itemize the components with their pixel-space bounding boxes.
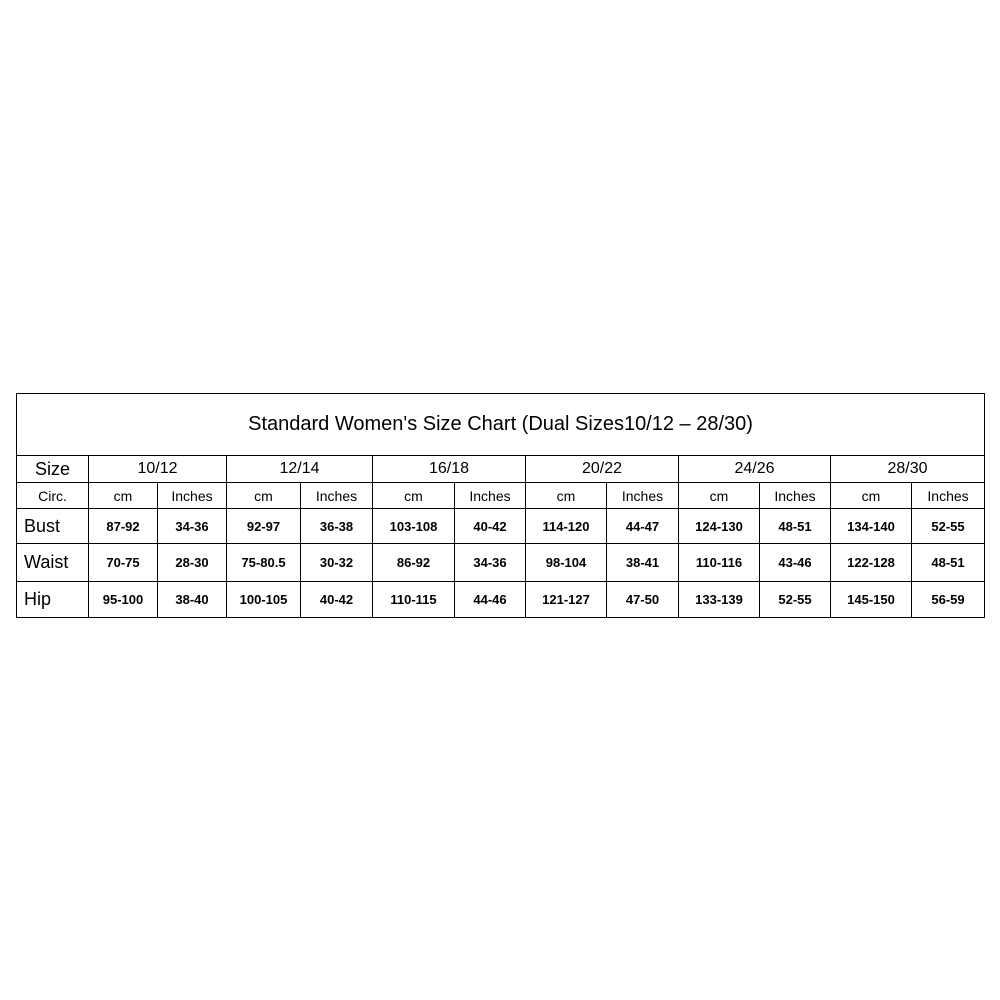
unit-header-cm: cm <box>372 482 455 509</box>
table-cell: 110-116 <box>678 543 760 582</box>
table-cell: 38-40 <box>157 581 227 618</box>
size-column-header: 24/26 <box>678 455 831 483</box>
table-cell: 100-105 <box>226 581 301 618</box>
table-cell: 48-51 <box>759 508 831 544</box>
size-header: Size <box>16 455 89 483</box>
table-row-bust: Bust 87-92 34-36 92-97 36-38 103-108 40-42 114-… <box>16 508 986 544</box>
table-cell: 103-108 <box>372 508 455 544</box>
table-cell: 34-36 <box>454 543 526 582</box>
chart-title: Standard Women's Size Chart (Dual Sizes1… <box>15 393 986 456</box>
size-column-header: 10/12 <box>88 455 227 483</box>
unit-header-inches: Inches <box>157 482 227 509</box>
table-cell: 86-92 <box>372 543 455 582</box>
unit-header-inches: Inches <box>454 482 526 509</box>
table-cell: 34-36 <box>157 508 227 544</box>
size-column-header: 12/14 <box>226 455 373 483</box>
table-cell: 134-140 <box>830 508 912 544</box>
circ-header: Circ. <box>16 482 89 509</box>
table-cell: 36-38 <box>300 508 373 544</box>
table-cell: 145-150 <box>830 581 912 618</box>
row-label: Hip <box>16 581 89 618</box>
table-cell: 121-127 <box>525 581 607 618</box>
table-cell: 48-51 <box>910 543 986 582</box>
table-cell: 87-92 <box>88 508 158 544</box>
table-cell: 47-50 <box>606 581 679 618</box>
table-row-hip: Hip 95-100 38-40 100-105 40-42 110-115 44-46 12… <box>16 581 986 618</box>
table-cell: 92-97 <box>226 508 301 544</box>
table-cell: 110-115 <box>372 581 455 618</box>
unit-header-inches: Inches <box>606 482 679 509</box>
table-cell: 124-130 <box>678 508 760 544</box>
size-column-header: 28/30 <box>829 455 986 483</box>
table-cell: 133-139 <box>678 581 760 618</box>
table-row-waist: Waist 70-75 28-30 75-80.5 30-32 86-92 34-36 98-… <box>16 543 986 582</box>
unit-header-cm: cm <box>830 482 912 509</box>
row-label: Bust <box>16 508 89 544</box>
unit-header-cm: cm <box>88 482 158 509</box>
table-cell: 70-75 <box>88 543 158 582</box>
size-chart-table: Standard Women's Size Chart (Dual Sizes1… <box>15 393 986 618</box>
table-cell: 52-55 <box>759 581 831 618</box>
table-cell: 75-80.5 <box>226 543 301 582</box>
table-cell: 30-32 <box>300 543 373 582</box>
unit-header-cm: cm <box>678 482 760 509</box>
row-label: Waist <box>16 543 89 582</box>
table-cell: 98-104 <box>525 543 607 582</box>
table-cell: 95-100 <box>88 581 158 618</box>
table-cell: 114-120 <box>525 508 607 544</box>
table-cell: 52-55 <box>910 508 986 544</box>
table-cell: 56-59 <box>910 581 986 618</box>
unit-header-inches: Inches <box>759 482 831 509</box>
size-column-header: 20/22 <box>525 455 679 483</box>
unit-header-cm: cm <box>525 482 607 509</box>
table-cell: 44-46 <box>454 581 526 618</box>
unit-header-inches: Inches <box>300 482 373 509</box>
table-cell: 28-30 <box>157 543 227 582</box>
table-cell: 122-128 <box>830 543 912 582</box>
table-cell: 38-41 <box>606 543 679 582</box>
unit-header-cm: cm <box>226 482 301 509</box>
size-column-header: 16/18 <box>372 455 526 483</box>
table-cell: 40-42 <box>300 581 373 618</box>
table-cell: 44-47 <box>606 508 679 544</box>
unit-header-inches: Inches <box>910 482 986 509</box>
table-cell: 43-46 <box>759 543 831 582</box>
table-cell: 40-42 <box>454 508 526 544</box>
